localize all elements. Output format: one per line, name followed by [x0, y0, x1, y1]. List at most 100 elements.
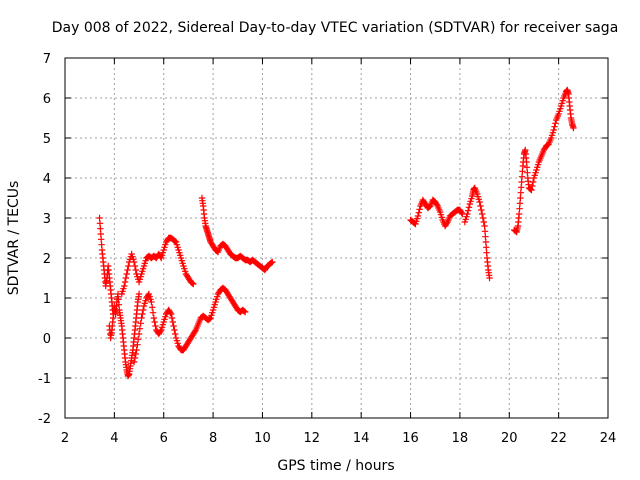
y-tick-label: -2	[38, 412, 51, 427]
data-point	[552, 120, 559, 127]
data-point	[481, 228, 489, 235]
x-tick-label: 14	[353, 431, 370, 446]
data-point	[551, 123, 558, 130]
y-tick-label: 0	[43, 332, 51, 347]
data-point	[131, 262, 139, 270]
data-point	[121, 282, 128, 290]
data-point	[433, 201, 441, 208]
data-point	[486, 274, 493, 282]
data-point	[136, 325, 144, 332]
data-point	[529, 182, 536, 190]
data-point	[241, 308, 249, 316]
data-point	[527, 186, 534, 193]
data-point	[523, 164, 531, 171]
series-arc-3	[118, 234, 197, 298]
data-point	[191, 328, 199, 335]
y-tick-label: 7	[43, 52, 51, 67]
y-tick-label: 4	[43, 172, 51, 187]
data-point	[157, 328, 164, 335]
data-point	[443, 220, 450, 227]
grid-lines	[65, 58, 608, 418]
y-tick-label: -1	[38, 372, 51, 387]
data-point	[268, 259, 275, 266]
series-arc-8	[511, 86, 577, 236]
data-point	[550, 126, 557, 134]
data-point	[135, 330, 143, 338]
data-point	[476, 198, 483, 206]
data-point	[115, 296, 122, 303]
data-point	[415, 209, 422, 216]
data-point	[135, 336, 142, 343]
data-point	[130, 358, 138, 366]
data-point	[416, 206, 423, 213]
x-tick-label: 18	[452, 431, 469, 446]
x-tick-label: 6	[160, 431, 168, 446]
data-point	[124, 266, 131, 274]
data-point	[167, 310, 175, 318]
data-point	[139, 310, 146, 318]
data-point	[148, 298, 155, 306]
data-point	[149, 309, 157, 316]
data-point	[139, 306, 147, 314]
y-tick-label: 5	[43, 132, 51, 147]
x-tick-label: 20	[501, 431, 518, 446]
x-tick-label: 16	[402, 431, 419, 446]
data-point	[529, 178, 537, 186]
data-point	[570, 124, 577, 132]
data-point	[464, 210, 471, 218]
data-point	[152, 322, 159, 330]
series-arc-6	[407, 196, 466, 230]
series-arc-2	[106, 290, 143, 380]
data-point	[170, 322, 177, 330]
data-point	[458, 209, 465, 216]
data-point	[465, 204, 473, 211]
data-point	[168, 314, 176, 322]
chart-title: Day 008 of 2022, Sidereal Day-to-day VTE…	[52, 20, 619, 36]
data-point	[478, 206, 485, 214]
x-tick-label: 24	[600, 431, 617, 446]
data-point	[479, 214, 487, 222]
y-tick-label: 6	[43, 92, 51, 107]
data-point	[131, 354, 139, 362]
data-point	[206, 315, 213, 322]
data-point	[172, 238, 179, 245]
y-axis-label: SDTVAR / TECUs	[6, 181, 22, 296]
series-arc-4	[130, 284, 249, 366]
data-point	[414, 212, 422, 220]
data-point	[483, 244, 490, 251]
data-point	[516, 205, 523, 212]
data-point	[189, 280, 196, 287]
data-point	[518, 173, 526, 180]
y-tick-label: 1	[43, 292, 51, 307]
x-tick-label: 12	[304, 431, 321, 446]
data-point	[241, 308, 248, 315]
data-point	[133, 346, 140, 354]
data-point	[134, 341, 141, 348]
x-tick-label: 22	[550, 431, 567, 446]
x-tick-label: 4	[110, 431, 118, 446]
data-point	[132, 350, 139, 358]
data-point	[528, 186, 535, 194]
data-point	[167, 309, 174, 316]
series-arc-7	[461, 184, 493, 282]
x-axis-label: GPS time / hours	[277, 458, 394, 474]
data-point	[512, 228, 520, 235]
y-tick-label: 2	[43, 252, 51, 267]
data-point	[137, 320, 144, 327]
data-point	[169, 318, 176, 326]
data-point	[464, 207, 472, 214]
data-point	[150, 314, 158, 322]
data-point	[171, 326, 178, 334]
data-point	[138, 314, 145, 322]
data-point	[135, 290, 143, 298]
data-point	[477, 202, 484, 210]
data-point	[480, 218, 487, 226]
x-tick-label: 10	[254, 431, 271, 446]
data-point	[98, 236, 105, 243]
series-arc-5	[198, 194, 276, 274]
data-point	[517, 189, 524, 196]
y-tick-label: 3	[43, 212, 51, 227]
